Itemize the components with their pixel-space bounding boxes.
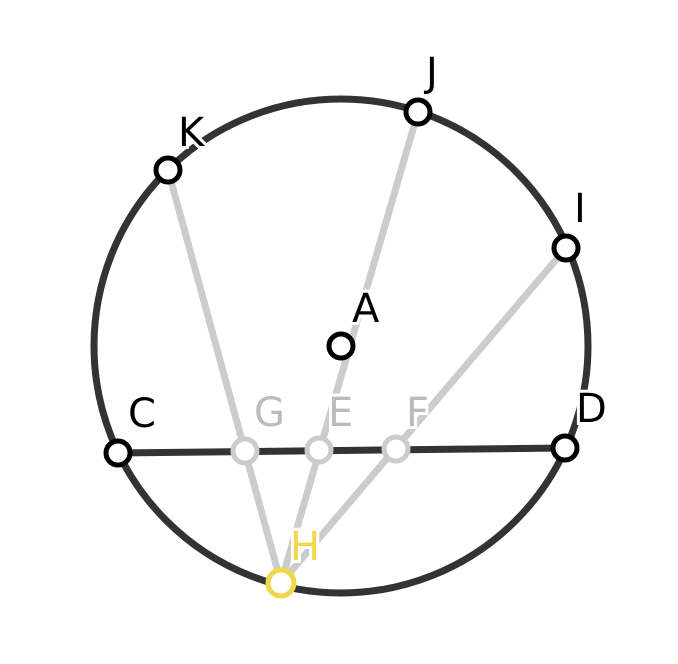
point-h xyxy=(265,567,297,599)
main-circle xyxy=(90,95,592,597)
point-c xyxy=(103,438,133,468)
point-i xyxy=(551,233,581,263)
chord-cd xyxy=(114,444,569,457)
point-j xyxy=(403,97,433,127)
label-k: K xyxy=(178,110,206,156)
point-g xyxy=(230,436,260,466)
label-f: F xyxy=(406,390,429,436)
label-d: D xyxy=(576,386,607,432)
label-g: G xyxy=(254,390,285,436)
label-h: H xyxy=(290,524,320,570)
label-i: I xyxy=(574,186,586,232)
segment-kh xyxy=(164,166,285,587)
point-a xyxy=(326,331,356,361)
label-j: J xyxy=(423,50,438,96)
segment-ih xyxy=(277,244,570,587)
label-c: C xyxy=(128,391,156,437)
label-e: E xyxy=(328,390,353,436)
point-d xyxy=(550,433,580,463)
label-a: A xyxy=(352,286,380,332)
point-f xyxy=(381,434,411,464)
point-k xyxy=(153,155,183,185)
point-e xyxy=(304,435,334,465)
